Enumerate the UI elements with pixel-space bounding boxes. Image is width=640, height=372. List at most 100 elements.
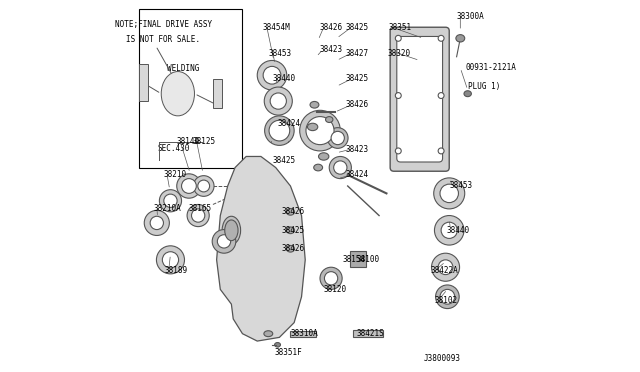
Text: 38424: 38424	[346, 170, 369, 179]
Polygon shape	[216, 157, 305, 341]
Ellipse shape	[440, 289, 455, 304]
Text: 38189: 38189	[165, 266, 188, 275]
Ellipse shape	[319, 153, 329, 160]
Bar	[291, 331, 316, 337]
Ellipse shape	[182, 179, 196, 193]
Ellipse shape	[329, 157, 351, 179]
Text: WELDING: WELDING	[167, 64, 200, 73]
Ellipse shape	[264, 331, 273, 337]
Ellipse shape	[150, 216, 163, 230]
Ellipse shape	[326, 116, 333, 122]
Ellipse shape	[161, 71, 195, 116]
Ellipse shape	[144, 211, 170, 235]
Text: 38426: 38426	[281, 244, 305, 253]
Ellipse shape	[270, 93, 287, 109]
Text: 38300A: 38300A	[456, 12, 484, 21]
Ellipse shape	[187, 205, 209, 227]
Ellipse shape	[263, 66, 281, 84]
Ellipse shape	[441, 222, 458, 238]
FancyBboxPatch shape	[397, 36, 443, 162]
Ellipse shape	[275, 343, 280, 347]
Ellipse shape	[164, 194, 177, 208]
Text: 38351F: 38351F	[275, 348, 303, 357]
Ellipse shape	[431, 253, 460, 281]
Bar	[349, 251, 366, 267]
Text: SEC.430: SEC.430	[157, 144, 190, 153]
Text: 38421S: 38421S	[357, 329, 385, 338]
Text: 38454M: 38454M	[263, 23, 291, 32]
Ellipse shape	[320, 267, 342, 289]
Ellipse shape	[225, 220, 238, 241]
Ellipse shape	[394, 70, 445, 121]
Ellipse shape	[193, 176, 214, 196]
Text: 38125: 38125	[193, 137, 216, 146]
Ellipse shape	[333, 161, 347, 174]
Text: 38440: 38440	[273, 74, 296, 83]
Text: 38427: 38427	[346, 49, 369, 58]
Text: 38426: 38426	[346, 100, 369, 109]
Ellipse shape	[328, 128, 348, 148]
Ellipse shape	[438, 93, 444, 99]
Ellipse shape	[287, 246, 294, 252]
Text: 38120: 38120	[324, 285, 347, 294]
Text: 00931-2121A: 00931-2121A	[466, 63, 516, 72]
Ellipse shape	[324, 272, 338, 285]
Ellipse shape	[257, 61, 287, 90]
Text: J3800093: J3800093	[423, 354, 460, 363]
Text: NOTE;FINAL DRIVE ASSY: NOTE;FINAL DRIVE ASSY	[115, 20, 212, 29]
Text: 38423: 38423	[319, 45, 342, 54]
Text: 38453: 38453	[268, 49, 291, 58]
Ellipse shape	[434, 178, 465, 209]
Bar	[139, 64, 148, 101]
Ellipse shape	[396, 93, 401, 99]
Text: 38425: 38425	[281, 226, 305, 235]
Text: 38422A: 38422A	[431, 266, 458, 275]
Ellipse shape	[435, 215, 464, 245]
Bar	[139, 9, 243, 167]
Text: 38154: 38154	[342, 255, 365, 264]
Text: 38310A: 38310A	[291, 329, 318, 338]
Text: 38426: 38426	[281, 207, 305, 217]
Ellipse shape	[191, 209, 205, 222]
Text: PLUG 1): PLUG 1)	[468, 82, 500, 91]
Text: 38440: 38440	[447, 226, 470, 235]
Ellipse shape	[163, 252, 179, 268]
Ellipse shape	[438, 148, 444, 154]
Text: 38424: 38424	[278, 119, 301, 128]
Ellipse shape	[438, 260, 453, 275]
Ellipse shape	[440, 184, 458, 203]
Text: 38425: 38425	[272, 155, 295, 165]
Ellipse shape	[198, 180, 210, 192]
Bar	[353, 330, 383, 337]
Ellipse shape	[287, 209, 294, 215]
Ellipse shape	[314, 164, 323, 171]
Ellipse shape	[306, 116, 334, 145]
Text: 38102: 38102	[435, 296, 458, 305]
Text: 38100: 38100	[357, 255, 380, 264]
Ellipse shape	[436, 285, 459, 309]
Ellipse shape	[464, 91, 472, 97]
Ellipse shape	[264, 116, 294, 145]
Ellipse shape	[310, 102, 319, 108]
Ellipse shape	[396, 35, 401, 41]
Ellipse shape	[222, 216, 241, 244]
Ellipse shape	[264, 87, 292, 115]
Ellipse shape	[156, 246, 184, 274]
Ellipse shape	[177, 174, 201, 198]
Text: 38320: 38320	[388, 49, 411, 58]
Text: 38426: 38426	[320, 23, 343, 32]
Text: 38210: 38210	[163, 170, 186, 179]
Ellipse shape	[331, 131, 344, 145]
Ellipse shape	[212, 230, 236, 253]
Text: 38140: 38140	[176, 137, 199, 146]
Text: 38453: 38453	[449, 182, 472, 190]
Ellipse shape	[287, 227, 294, 234]
Ellipse shape	[269, 120, 290, 141]
Ellipse shape	[159, 190, 182, 212]
Text: 38210A: 38210A	[153, 203, 181, 213]
Text: 38165: 38165	[189, 203, 212, 213]
Ellipse shape	[307, 123, 318, 131]
Text: 38425: 38425	[346, 74, 369, 83]
Ellipse shape	[456, 35, 465, 42]
Ellipse shape	[396, 148, 401, 154]
